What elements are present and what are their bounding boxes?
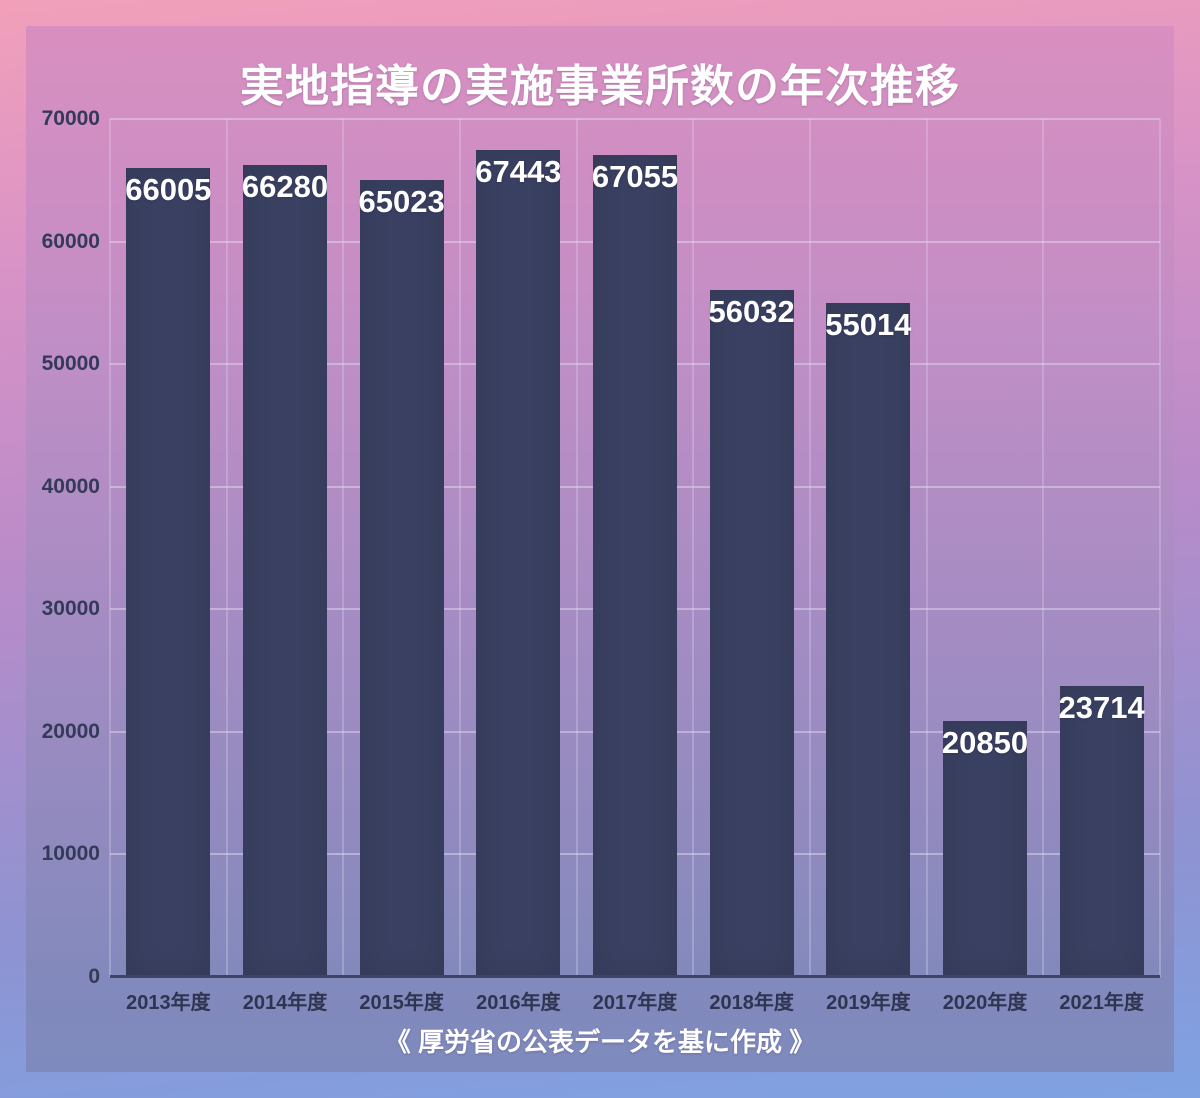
x-tick-label: 2016年度 [476,992,561,1014]
x-tick-label: 2014年度 [242,992,328,1014]
bar-2016年度 [476,150,561,977]
y-tick-label: 0 [88,965,100,988]
bar-2014年度 [243,165,327,977]
bar-value-label: 55014 [825,307,912,342]
vertical-gridline [692,119,694,977]
x-axis-labels: 2013年度 2014年度 2015年度 2016年度 2017年度 2018年度 2019… [110,986,1160,1016]
vertical-gridline [926,119,928,977]
x-axis-line [110,975,1160,978]
vertical-gridline [459,119,461,977]
y-axis-labels: 0 10000 20000 30000 40000 50000 60000 70000 [20,107,100,988]
x-tick-label: 2013年度 [126,992,211,1014]
chart-title: 実地指導の実施事業所数の年次推移 [240,62,960,111]
vertical-gridline [1042,119,1044,977]
vertical-gridline [809,119,811,977]
y-tick-label: 30000 [41,597,100,621]
bar-2018年度 [709,290,794,977]
x-tick-label: 2021年度 [1059,992,1144,1014]
bar-value-label: 67443 [475,154,562,189]
bar-2015年度 [359,180,444,977]
bar-value-label: 65023 [358,184,445,219]
bar-value-label: 66280 [241,169,329,204]
bar-value-label: 23714 [1058,690,1145,725]
x-tick-label: 2019年度 [826,992,911,1014]
bar-2020年度 [943,721,1027,977]
vertical-gridline [576,119,578,977]
vertical-gridline [226,119,228,977]
y-tick-label: 10000 [41,842,100,866]
bar-2021年度 [1059,686,1144,977]
x-tick-label: 2017年度 [592,992,678,1014]
y-tick-label: 20000 [41,719,100,743]
y-tick-label: 50000 [41,352,100,376]
vertical-gridline [342,119,344,977]
x-tick-label: 2015年度 [359,992,444,1014]
vertical-gridline [109,119,111,977]
y-tick-label: 40000 [41,474,100,498]
x-tick-label: 2018年度 [709,992,794,1014]
bar-2019年度 [826,303,911,977]
vertical-gridline [1159,119,1161,977]
bar-2013年度 [126,168,211,977]
bar-2017年度 [593,155,677,977]
chart-caption: 《 厚労省の公表データを基に作成 》 [384,1027,816,1057]
y-tick-label: 70000 [41,107,100,130]
horizontal-gridline [110,118,1160,120]
y-tick-label: 60000 [41,229,100,253]
bar-value-label: 67055 [591,159,679,194]
bar-value-label: 66005 [125,172,212,207]
bar-value-label: 20850 [941,725,1029,760]
x-tick-label: 2020年度 [942,992,1028,1014]
bar-value-label: 56032 [708,294,795,329]
plot-area: 66005 66280 65023 67443 67055 56032 55014 20850… [109,118,1161,978]
